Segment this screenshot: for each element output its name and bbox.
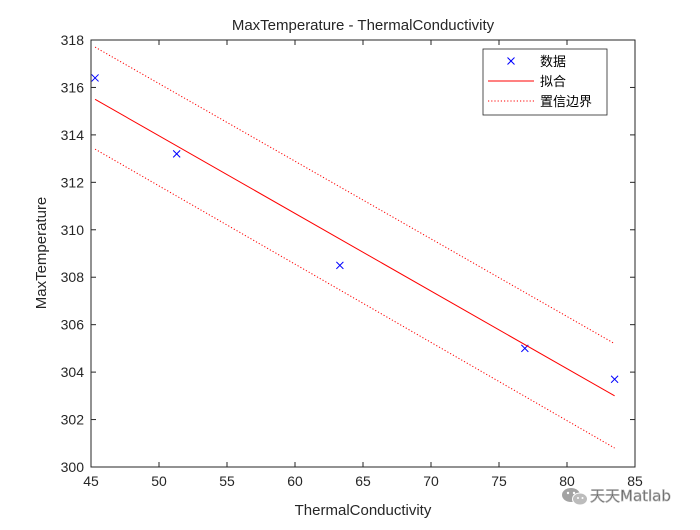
confidence-bound-lower	[94, 148, 615, 449]
x-tick-label: 65	[355, 473, 371, 489]
legend-marker	[507, 57, 515, 65]
confidence-bound-upper	[94, 46, 615, 345]
wechat-icon	[562, 488, 588, 506]
legend-label: 数据	[540, 55, 566, 70]
y-axis-label: MaxTemperature	[33, 197, 50, 310]
x-tick-label: 45	[83, 473, 99, 489]
y-tick-label: 310	[61, 222, 85, 238]
chart-title: MaxTemperature - ThermalConductivity	[232, 17, 495, 34]
y-tick-label: 302	[61, 412, 85, 428]
fit-line	[94, 98, 615, 397]
data-point-stroke	[610, 375, 619, 384]
y-tick-label: 316	[61, 79, 85, 95]
legend-label: 拟合	[540, 75, 566, 90]
y-tick-label: 304	[61, 364, 85, 380]
legend-box	[482, 48, 608, 116]
y-tick-label: 318	[61, 32, 85, 48]
y-tick-label: 300	[61, 459, 85, 475]
x-tick-label: 75	[491, 473, 507, 489]
data-point-stroke	[336, 261, 344, 270]
data-point	[172, 150, 181, 158]
data-point	[336, 261, 344, 270]
data-point	[91, 74, 99, 82]
watermark-text: 天天Matlab	[590, 487, 671, 505]
y-tick-label: 308	[61, 269, 85, 285]
data-point	[610, 375, 619, 384]
x-tick-label: 85	[627, 473, 643, 489]
y-tick-label: 312	[61, 174, 85, 190]
x-tick-label: 60	[287, 473, 303, 489]
watermark: 天天Matlab	[562, 487, 671, 506]
data-point-stroke	[172, 150, 181, 158]
axes-layer: 45 50 55 60 65 70 75 80 85 300 302 304 306 308 310 312 3…	[61, 32, 643, 489]
x-axis-label: ThermalConductivity	[295, 502, 432, 519]
data-point-stroke	[91, 74, 99, 82]
y-tick-label: 306	[61, 317, 85, 333]
x-tick-label: 70	[423, 473, 439, 489]
x-tick-label: 50	[151, 473, 167, 489]
x-tick-label: 55	[219, 473, 235, 489]
y-tick-label: 314	[61, 127, 85, 143]
x-tick-label: 80	[559, 473, 575, 489]
legend-label: 置信边界	[540, 95, 592, 110]
